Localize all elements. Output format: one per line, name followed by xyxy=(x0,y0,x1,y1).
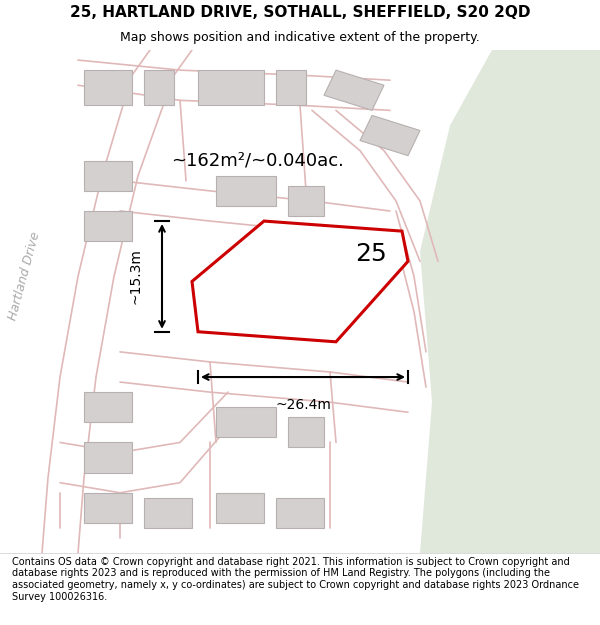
Text: Hartland Drive: Hartland Drive xyxy=(6,231,42,322)
Polygon shape xyxy=(144,70,174,106)
Polygon shape xyxy=(84,392,132,422)
Text: Contains OS data © Crown copyright and database right 2021. This information is : Contains OS data © Crown copyright and d… xyxy=(12,557,579,601)
Polygon shape xyxy=(216,492,264,523)
Polygon shape xyxy=(324,70,384,111)
Text: 25, HARTLAND DRIVE, SOTHALL, SHEFFIELD, S20 2QD: 25, HARTLAND DRIVE, SOTHALL, SHEFFIELD, … xyxy=(70,5,530,20)
Polygon shape xyxy=(288,186,324,216)
Polygon shape xyxy=(84,211,132,241)
Text: 25: 25 xyxy=(355,242,386,266)
Text: ~26.4m: ~26.4m xyxy=(275,398,331,412)
Text: ~162m²/~0.040ac.: ~162m²/~0.040ac. xyxy=(172,152,344,169)
Polygon shape xyxy=(276,498,324,528)
Polygon shape xyxy=(216,408,276,437)
Polygon shape xyxy=(192,221,408,342)
Polygon shape xyxy=(276,70,306,106)
Polygon shape xyxy=(84,492,132,523)
Polygon shape xyxy=(84,70,132,106)
Text: Map shows position and indicative extent of the property.: Map shows position and indicative extent… xyxy=(120,31,480,44)
Polygon shape xyxy=(360,116,420,156)
Polygon shape xyxy=(420,50,600,553)
Polygon shape xyxy=(84,161,132,191)
Polygon shape xyxy=(288,418,324,447)
Polygon shape xyxy=(198,70,264,106)
Polygon shape xyxy=(216,176,276,206)
Polygon shape xyxy=(84,442,132,472)
Polygon shape xyxy=(144,498,192,528)
Text: ~15.3m: ~15.3m xyxy=(128,249,142,304)
